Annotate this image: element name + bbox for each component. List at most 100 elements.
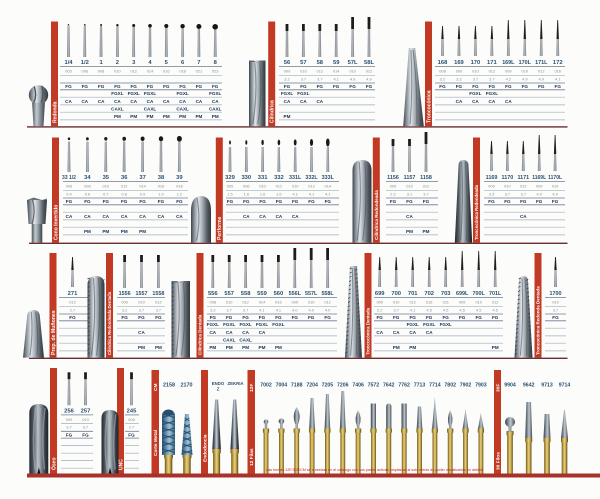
svg-text:FGXL: FGXL — [223, 322, 235, 327]
svg-text:FG: FG — [158, 199, 165, 204]
svg-text:CA: CA — [121, 214, 128, 219]
svg-text:FG: FG — [138, 315, 145, 320]
svg-text:3.7: 3.7 — [423, 191, 428, 196]
svg-text:4.1: 4.1 — [410, 307, 415, 312]
svg-text:FG: FG — [82, 432, 89, 437]
svg-text:35: 35 — [103, 175, 110, 181]
svg-text:021: 021 — [196, 69, 203, 74]
svg-text:1.5: 1.5 — [227, 191, 232, 196]
svg-text:CA: CA — [84, 214, 91, 219]
svg-text:FG: FG — [227, 199, 234, 204]
svg-text:257: 257 — [81, 408, 91, 414]
svg-text:CA: CA — [456, 99, 463, 104]
svg-text:FG: FG — [196, 84, 203, 89]
svg-text:009: 009 — [292, 300, 299, 305]
svg-text:3.7: 3.7 — [505, 191, 510, 196]
svg-text:014: 014 — [333, 69, 340, 74]
svg-text:FG: FG — [84, 199, 91, 204]
svg-text:7902: 7902 — [460, 383, 472, 389]
svg-text:4.5: 4.5 — [476, 307, 481, 312]
svg-text:FG: FG — [98, 84, 105, 89]
svg-text:010: 010 — [475, 300, 482, 305]
svg-text:010: 010 — [103, 184, 110, 189]
svg-text:FG: FG — [522, 84, 529, 89]
svg-text:FG: FG — [492, 315, 499, 320]
svg-text:010: 010 — [292, 184, 299, 189]
svg-text:1.6: 1.6 — [244, 191, 249, 196]
svg-text:014: 014 — [259, 300, 266, 305]
svg-text:172: 172 — [553, 60, 563, 66]
svg-text:Cono Invertido: Cono Invertido — [53, 205, 59, 240]
svg-text:Endodoncia: Endodoncia — [202, 434, 208, 462]
svg-text:016: 016 — [158, 184, 165, 189]
svg-text:CA: CA — [209, 330, 216, 335]
svg-text:021: 021 — [442, 300, 449, 305]
svg-text:FG: FG — [489, 84, 496, 89]
svg-text:FG: FG — [439, 84, 446, 89]
svg-text:34: 34 — [84, 175, 91, 181]
svg-text:0.9: 0.9 — [140, 191, 145, 196]
svg-text:700L: 700L — [473, 291, 486, 297]
svg-text:010: 010 — [393, 300, 400, 305]
svg-text:FG: FG — [555, 84, 562, 89]
svg-text:006: 006 — [243, 184, 250, 189]
svg-text:FG: FG — [131, 84, 138, 89]
svg-text:4.9: 4.9 — [552, 191, 557, 196]
svg-text:1.0: 1.0 — [158, 191, 164, 196]
svg-text:CAXL: CAXL — [111, 106, 124, 111]
svg-text:012: 012 — [366, 69, 373, 74]
svg-text:169L: 169L — [502, 60, 515, 66]
svg-text:1170: 1170 — [502, 175, 514, 181]
svg-text:FG: FG — [472, 84, 479, 89]
svg-text:009: 009 — [284, 69, 291, 74]
svg-text:3.7: 3.7 — [489, 76, 494, 81]
svg-text:4.0: 4.0 — [308, 307, 314, 312]
svg-text:2170: 2170 — [181, 383, 193, 389]
svg-text:FG: FG — [176, 199, 183, 204]
svg-text:CA: CA — [114, 99, 121, 104]
svg-text:012: 012 — [538, 69, 545, 74]
svg-text:CA: CA — [243, 214, 250, 219]
svg-text:30F: 30F — [495, 384, 501, 392]
svg-text:7572: 7572 — [368, 383, 380, 389]
svg-text:FG: FG — [390, 199, 397, 204]
svg-text:1170L: 1170L — [548, 175, 562, 181]
svg-text:PM: PM — [226, 345, 233, 350]
svg-text:FG: FG — [121, 199, 128, 204]
svg-text:008: 008 — [210, 300, 217, 305]
svg-text:PM: PM — [423, 229, 430, 234]
svg-text:FGXL: FGXL — [272, 322, 284, 327]
svg-text:PM: PM — [163, 114, 170, 119]
svg-text:9904: 9904 — [504, 383, 516, 389]
svg-text:CAXL: CAXL — [144, 106, 157, 111]
svg-text:FG: FG — [377, 315, 384, 320]
svg-text:557: 557 — [224, 291, 234, 297]
svg-text:4.5: 4.5 — [492, 307, 497, 312]
svg-text:7: 7 — [197, 60, 200, 66]
svg-text:Troncocónica: Troncocónica — [426, 90, 432, 123]
svg-text:FG: FG — [406, 199, 413, 204]
svg-text:PM: PM — [275, 345, 282, 350]
svg-text:7903: 7903 — [475, 383, 487, 389]
svg-text:560: 560 — [274, 291, 284, 297]
svg-text:016: 016 — [554, 69, 561, 74]
svg-text:ENDO: ENDO — [212, 381, 225, 386]
svg-text:30 Filos: 30 Filos — [495, 452, 501, 470]
svg-text:39: 39 — [176, 175, 183, 181]
svg-text:4.9: 4.9 — [350, 76, 355, 81]
svg-text:FG: FG — [147, 84, 154, 89]
svg-text:7205: 7205 — [322, 383, 334, 389]
svg-text:FG: FG — [212, 84, 219, 89]
svg-text:FG: FG — [426, 315, 433, 320]
svg-text:FG: FG — [121, 315, 128, 320]
svg-text:FG: FG — [456, 84, 463, 89]
svg-text:CA: CA — [316, 99, 323, 104]
svg-text:FG: FG — [308, 199, 315, 204]
svg-text:010: 010 — [504, 184, 511, 189]
svg-text:4.2: 4.2 — [506, 76, 511, 81]
svg-text:PM: PM — [114, 114, 121, 119]
svg-text:FG: FG — [275, 315, 282, 320]
svg-text:1700: 1700 — [550, 291, 562, 297]
svg-text:3.7: 3.7 — [553, 307, 558, 312]
svg-text:FGXL: FGXL — [239, 322, 251, 327]
